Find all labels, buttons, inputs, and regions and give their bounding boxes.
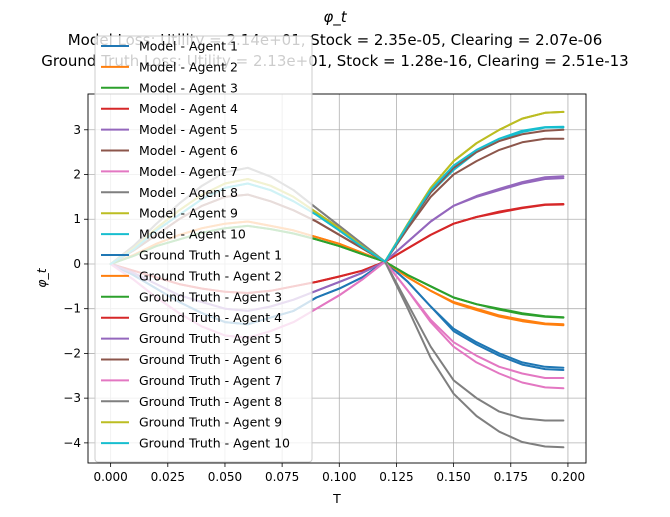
x-tick-label: 0.150 [436, 470, 470, 484]
y-tick-label: 3 [73, 123, 81, 137]
legend-label: Model - Agent 7 [139, 164, 238, 179]
legend-label: Model - Agent 4 [139, 101, 238, 116]
legend-label: Model - Agent 10 [139, 227, 246, 242]
x-tick-label: 0.100 [322, 470, 356, 484]
x-tick-label: 0.200 [551, 470, 585, 484]
legend-box [94, 35, 313, 463]
x-axis-label: T [332, 491, 341, 506]
y-axis-label: φ_t [34, 267, 49, 287]
legend-label: Ground Truth - Agent 1 [139, 248, 282, 263]
plot-frame [87, 93, 587, 464]
y-tick-label: 0 [73, 257, 81, 271]
legend-label: Model - Agent 3 [139, 80, 238, 95]
legend-label: Model - Agent 8 [139, 185, 238, 200]
chart-title: φ_t [323, 8, 347, 27]
y-tick-label: −3 [63, 391, 81, 405]
legend-label: Model - Agent 5 [139, 122, 238, 137]
axis-ticks: 0.000 0.025 0.050 0.075 0.100 0.125 0.150 0.175… [63, 123, 585, 484]
y-tick-label: 1 [73, 212, 81, 226]
x-tick-label: 0.025 [151, 470, 185, 484]
legend-label: Ground Truth - Agent 7 [139, 373, 282, 388]
legend-label: Ground Truth - Agent 10 [139, 436, 290, 451]
legend-label: Ground Truth - Agent 9 [139, 415, 282, 430]
legend-label: Ground Truth - Agent 4 [139, 310, 282, 325]
legend-label: Ground Truth - Agent 6 [139, 352, 282, 367]
legend-label: Model - Agent 1 [139, 39, 238, 54]
legend-label: Ground Truth - Agent 5 [139, 331, 282, 346]
x-tick-label: 0.050 [208, 470, 242, 484]
y-tick-label: 2 [73, 168, 81, 182]
legend-label: Ground Truth - Agent 8 [139, 394, 282, 409]
x-tick-label: 0.075 [265, 470, 299, 484]
x-tick-label: 0.125 [379, 470, 413, 484]
legend-label: Ground Truth - Agent 2 [139, 268, 282, 283]
x-tick-label: 0.175 [494, 470, 528, 484]
legend-label: Model - Agent 2 [139, 59, 238, 74]
y-tick-label: −1 [63, 302, 81, 316]
legend-label: Ground Truth - Agent 3 [139, 289, 282, 304]
legend: Model - Agent 1 Model - Agent 2 Model - Ag… [94, 35, 313, 463]
y-tick-label: −4 [63, 436, 81, 450]
legend-label: Model - Agent 6 [139, 143, 238, 158]
y-tick-label: −2 [63, 346, 81, 360]
legend-label: Model - Agent 9 [139, 206, 238, 221]
x-tick-label: 0.000 [93, 470, 127, 484]
